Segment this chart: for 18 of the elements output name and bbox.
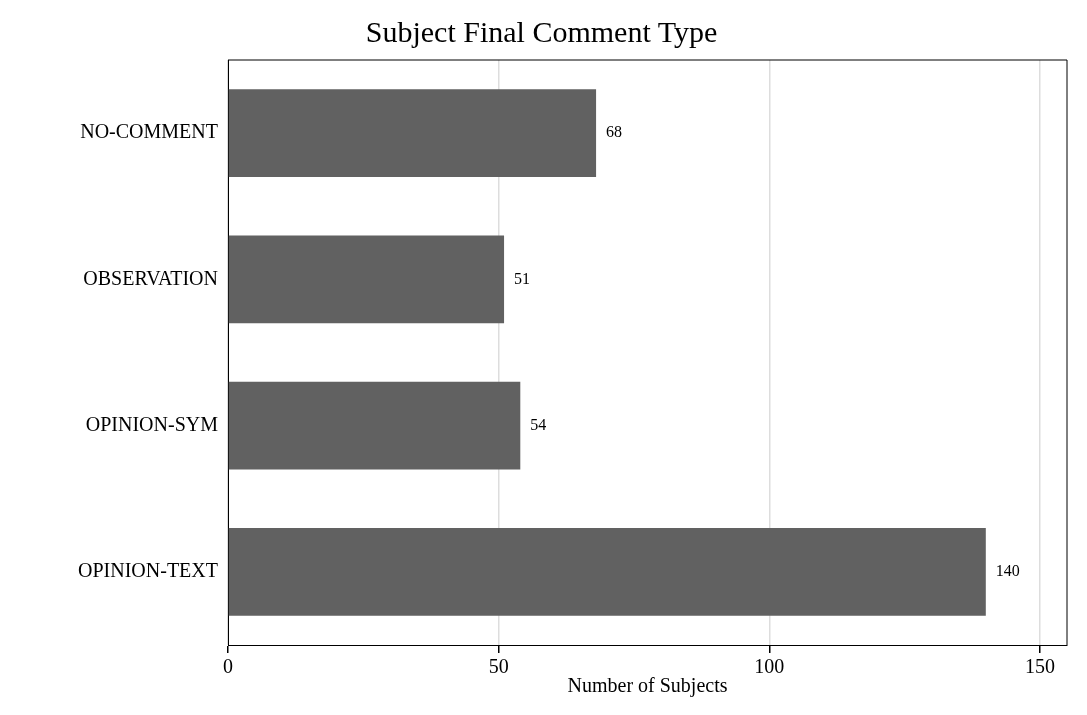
y-tick-label: OBSERVATION [83, 266, 218, 289]
y-tick-label: NO-COMMENT [80, 120, 218, 143]
x-tick-label: 150 [1024, 655, 1055, 678]
chart-title: Subject Final Comment Type [365, 14, 718, 48]
y-tick-label: OPINION-SYM [85, 412, 219, 435]
data-label: 140 [995, 562, 1020, 580]
bar [228, 235, 505, 324]
x-axis-title: Number of Subjects [567, 674, 728, 698]
data-label: 68 [606, 123, 623, 141]
y-tick-label: OPINION-TEXT [78, 559, 218, 582]
x-tick-label: 50 [488, 655, 509, 678]
bar [228, 381, 521, 470]
data-label: 51 [514, 269, 531, 287]
x-tick-label: 100 [754, 655, 785, 678]
data-label: 54 [530, 415, 547, 433]
bar [228, 528, 986, 616]
x-tick-label: 0 [223, 655, 233, 678]
bar [228, 89, 597, 177]
